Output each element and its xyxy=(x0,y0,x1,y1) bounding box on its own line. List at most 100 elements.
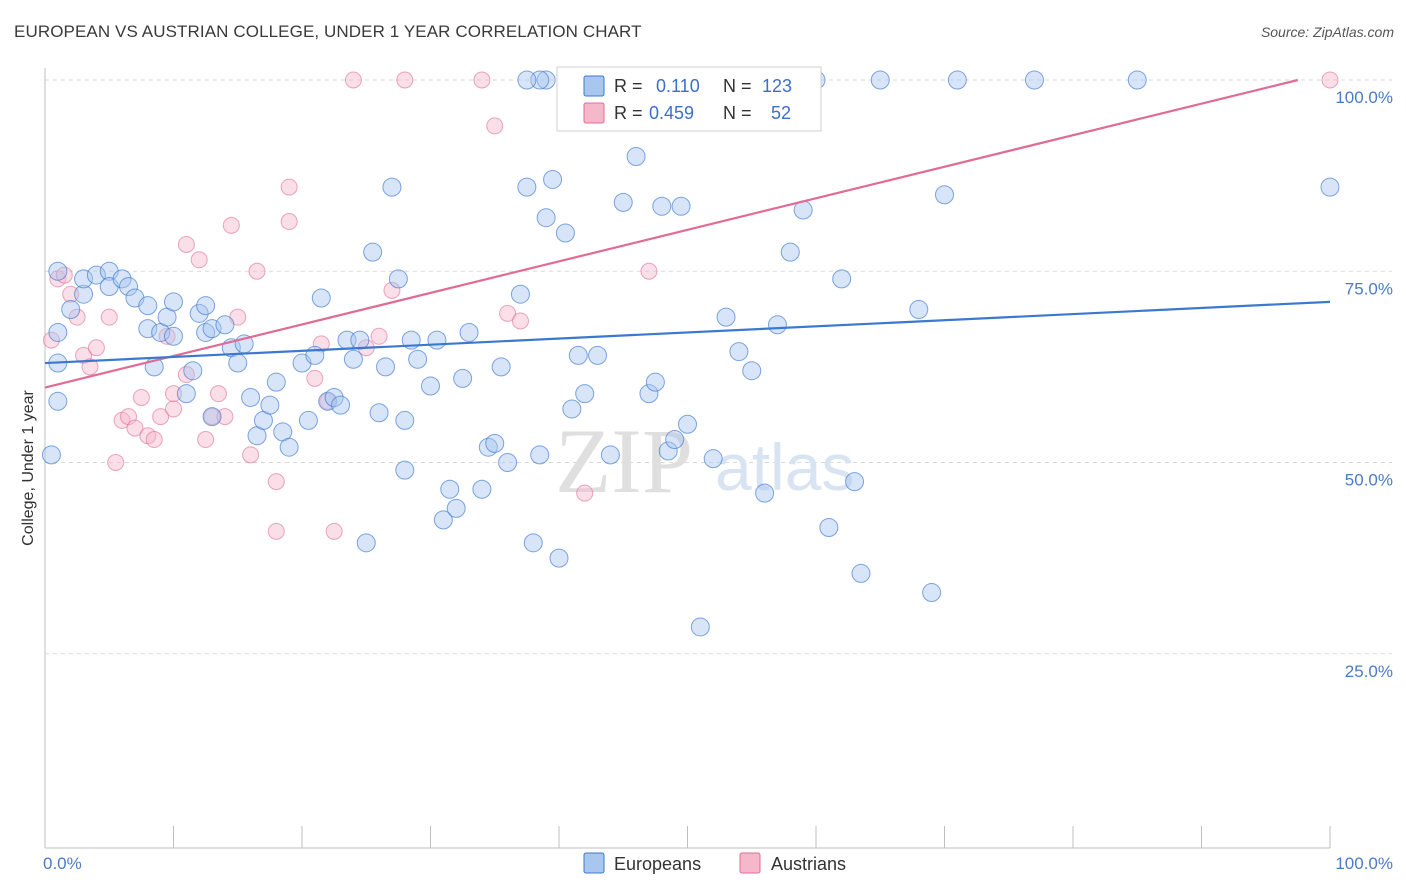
europeans-point xyxy=(517,70,537,90)
austrians-point xyxy=(248,262,266,280)
austrians-point xyxy=(190,251,208,269)
y-tick-labels: 25.0% 50.0% 75.0% 100.0% xyxy=(1335,88,1393,681)
europeans-point xyxy=(241,387,261,407)
europeans-point xyxy=(331,395,351,415)
europeans-point xyxy=(755,483,775,503)
austrians-point xyxy=(344,71,362,89)
europeans-point xyxy=(266,372,286,392)
austrians-point xyxy=(222,216,240,234)
europeans-point xyxy=(408,349,428,369)
austrians-point xyxy=(280,178,298,196)
austrians-trend-line xyxy=(44,78,1299,389)
legend-europeans-swatch xyxy=(583,852,605,874)
austrians-point xyxy=(68,308,86,326)
y-axis-label: College, Under 1 year xyxy=(20,390,37,546)
austrians-point xyxy=(165,400,182,418)
austrians-point xyxy=(152,408,170,426)
europeans-point xyxy=(947,70,967,90)
europeans-point xyxy=(427,330,447,350)
europeans-point xyxy=(498,453,518,472)
legend-austrians-swatch xyxy=(739,852,761,874)
europeans-point xyxy=(870,70,890,90)
europeans-point xyxy=(343,349,363,369)
europeans-n-label: N = xyxy=(723,76,752,96)
europeans-point xyxy=(369,403,389,423)
europeans-point xyxy=(562,399,582,419)
europeans-point xyxy=(176,384,196,404)
europeans-point xyxy=(600,445,620,465)
austrians-point xyxy=(1321,71,1339,89)
y-tick-label: 100.0% xyxy=(1335,88,1393,107)
austrians-point xyxy=(576,484,594,502)
europeans-trend-line xyxy=(44,300,1331,365)
europeans-point xyxy=(440,479,460,499)
europeans-point xyxy=(716,307,736,327)
austrians-point xyxy=(42,331,60,349)
europeans-point xyxy=(613,192,633,212)
austrians-swatch xyxy=(583,102,605,124)
y-tick-label: 50.0% xyxy=(1345,471,1393,490)
europeans-point xyxy=(311,288,331,308)
europeans-r-value: 0.110 xyxy=(656,76,700,96)
europeans-point xyxy=(388,269,408,289)
europeans-point xyxy=(215,315,235,335)
europeans-point xyxy=(729,342,749,362)
europeans-point xyxy=(543,169,563,189)
europeans-point xyxy=(845,472,865,492)
europeans-point xyxy=(536,70,556,90)
austrians-n-label: N = xyxy=(723,103,752,123)
austrians-point xyxy=(396,71,414,89)
europeans-point xyxy=(780,242,800,262)
europeans-point xyxy=(588,345,608,365)
austrians-point xyxy=(209,385,227,403)
europeans-point xyxy=(922,583,942,603)
austrians-point xyxy=(197,431,215,449)
x-tick-label-min: 0.0% xyxy=(43,854,82,873)
chart-title: EUROPEAN VS AUSTRIAN COLLEGE, UNDER 1 YE… xyxy=(14,22,642,41)
europeans-point xyxy=(767,315,787,335)
austrians-point xyxy=(499,304,517,322)
europeans-point xyxy=(536,208,556,228)
europeans-swatch xyxy=(583,75,605,97)
austrians-point xyxy=(473,71,491,89)
europeans-point xyxy=(86,265,106,285)
europeans-point xyxy=(202,319,222,339)
europeans-point xyxy=(298,410,318,430)
europeans-point xyxy=(639,384,659,404)
europeans-point xyxy=(446,498,466,518)
europeans-point xyxy=(472,479,492,499)
y-tick-label: 75.0% xyxy=(1345,279,1393,298)
europeans-point xyxy=(935,185,954,205)
austrians-point xyxy=(145,431,163,449)
europeans-point xyxy=(819,518,839,538)
europeans-point xyxy=(356,533,376,553)
europeans-point xyxy=(350,330,370,350)
europeans-point xyxy=(119,277,139,297)
europeans-point xyxy=(453,368,473,388)
europeans-point xyxy=(183,361,203,381)
trend-lines xyxy=(44,78,1331,389)
europeans-point xyxy=(74,284,94,304)
europeans-r-label: R = xyxy=(614,76,643,96)
europeans-point xyxy=(395,460,415,480)
europeans-point xyxy=(568,345,588,365)
europeans-point xyxy=(228,353,248,373)
europeans-point xyxy=(41,445,61,465)
europeans-point xyxy=(517,177,537,197)
europeans-point xyxy=(433,510,453,530)
europeans-point xyxy=(48,322,68,342)
europeans-point xyxy=(485,433,505,453)
austrians-point xyxy=(158,327,176,345)
europeans-point xyxy=(665,430,685,450)
europeans-point xyxy=(459,322,479,342)
europeans-point xyxy=(690,617,710,637)
series-legend: Europeans Austrians xyxy=(583,852,846,874)
austrians-r-label: R = xyxy=(614,103,643,123)
europeans-point xyxy=(742,361,762,381)
europeans-point xyxy=(909,300,929,319)
europeans-point xyxy=(678,414,697,434)
europeans-point xyxy=(202,407,222,427)
europeans-point xyxy=(671,196,691,216)
austrians-points xyxy=(42,71,1339,540)
